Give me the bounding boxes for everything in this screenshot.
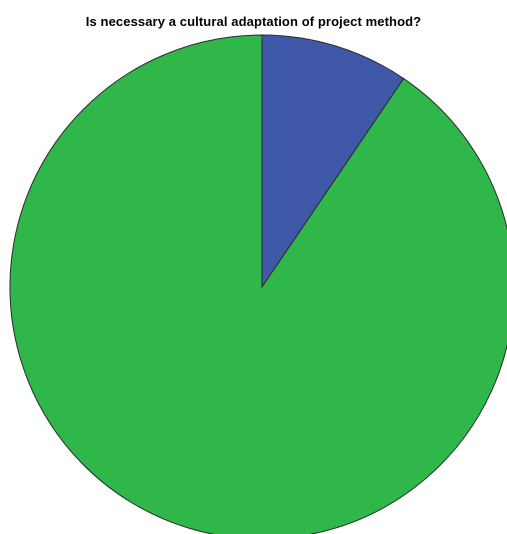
chart-title: Is necessary a cultural adaptation of pr…: [85, 14, 422, 29]
pie-slices: [9, 34, 507, 534]
pie-slice-1: [261, 34, 405, 289]
pie-slice-2: [9, 34, 507, 534]
